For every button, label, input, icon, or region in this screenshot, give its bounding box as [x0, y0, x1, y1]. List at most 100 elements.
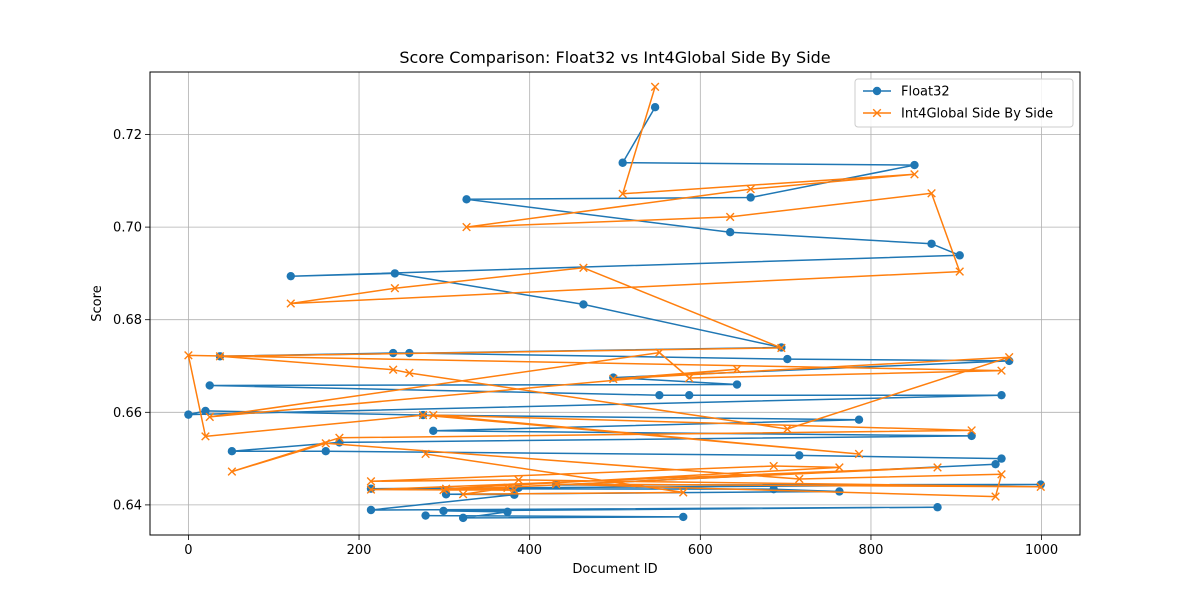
data-point [429, 426, 438, 436]
data-point [955, 267, 964, 276]
data-point [388, 365, 398, 375]
data-point [205, 412, 215, 422]
data-point [184, 351, 193, 360]
data-point [991, 459, 1000, 469]
data-point [421, 449, 430, 459]
data-point [439, 506, 448, 516]
series-layer [184, 82, 1046, 523]
data-point [746, 193, 755, 202]
data-point [510, 485, 519, 495]
data-point [685, 390, 694, 400]
data-point [732, 364, 742, 374]
data-point [795, 451, 804, 460]
data-point [794, 474, 804, 484]
data-point [286, 299, 296, 308]
data-point [551, 479, 561, 489]
data-point [514, 475, 523, 485]
data-point [439, 485, 448, 495]
data-point [1004, 352, 1014, 362]
data-point [418, 410, 428, 420]
data-point [227, 446, 237, 456]
data-point [205, 381, 214, 390]
data-point [725, 212, 735, 222]
data-point [441, 490, 451, 499]
chart-title: Score Comparison: Float32 vs Int4Global … [399, 48, 830, 67]
data-point [441, 484, 451, 493]
data-point [933, 463, 942, 472]
data-point [184, 410, 193, 419]
data-point [1036, 482, 1046, 492]
data-point [503, 507, 512, 517]
data-point [997, 390, 1006, 400]
y-tick-label: 0.68 [113, 313, 142, 328]
ticks: 0 200 400 600 800 1000 0.64 0.66 0.68 0.70 0.72 [113, 128, 1058, 558]
data-point [227, 467, 237, 476]
data-point [650, 82, 660, 92]
data-point [462, 195, 471, 204]
data-point [655, 390, 664, 400]
data-point [421, 511, 430, 520]
data-point [997, 470, 1006, 479]
y-tick-label: 0.66 [113, 406, 142, 421]
data-point [967, 431, 976, 441]
data-point [997, 366, 1006, 375]
data-point [458, 513, 468, 523]
legend-label-int4global: Int4Global Side By Side [901, 107, 1053, 122]
data-point [201, 406, 210, 416]
data-point [579, 263, 588, 273]
data-point [458, 489, 468, 499]
data-point [927, 189, 936, 198]
data-point [783, 354, 792, 364]
data-point [618, 189, 627, 199]
data-point [679, 512, 688, 522]
data-point [854, 415, 864, 424]
data-point [335, 433, 344, 443]
plot-frame [149, 71, 1081, 536]
data-point [927, 239, 936, 248]
y-axis-label: Score [90, 285, 105, 321]
legend-marker [872, 108, 882, 118]
data-point [366, 476, 376, 486]
data-point [933, 503, 942, 512]
data-point [678, 488, 688, 497]
legend-item-float32: Float32 [863, 85, 950, 100]
x-tick-label: 400 [517, 543, 542, 558]
data-point [510, 490, 519, 499]
legend-item-int4global: Int4Global Side By Side [863, 107, 1053, 122]
data-point [835, 463, 844, 472]
data-point [321, 439, 331, 448]
x-tick-label: 0 [184, 543, 192, 558]
data-point [655, 348, 664, 357]
data-point [366, 505, 376, 515]
data-point [579, 300, 588, 309]
data-point [684, 373, 694, 383]
data-point [201, 432, 210, 441]
data-point [769, 484, 778, 494]
data-point [769, 461, 778, 471]
data-point [777, 343, 786, 353]
legend-marker [872, 86, 882, 96]
data-point [462, 222, 471, 232]
data-point [514, 483, 523, 492]
y-tick-label: 0.64 [113, 498, 142, 513]
data-point [428, 410, 438, 420]
data-point [503, 483, 512, 493]
data-point [955, 251, 964, 260]
x-tick-label: 200 [347, 543, 372, 558]
data-point [725, 227, 735, 237]
data-point [608, 374, 618, 384]
data-point [783, 424, 792, 434]
data-point [390, 269, 400, 278]
data-point [390, 283, 400, 293]
data-point [910, 160, 919, 170]
data-point [366, 485, 376, 494]
data-point [405, 368, 414, 378]
data-point [746, 184, 755, 194]
data-point [286, 271, 295, 281]
data-point [215, 351, 225, 361]
x-tick-label: 600 [688, 543, 713, 558]
x-tick-label: 1000 [1025, 543, 1058, 558]
y-tick-label: 0.70 [113, 221, 142, 236]
data-point [321, 446, 330, 456]
